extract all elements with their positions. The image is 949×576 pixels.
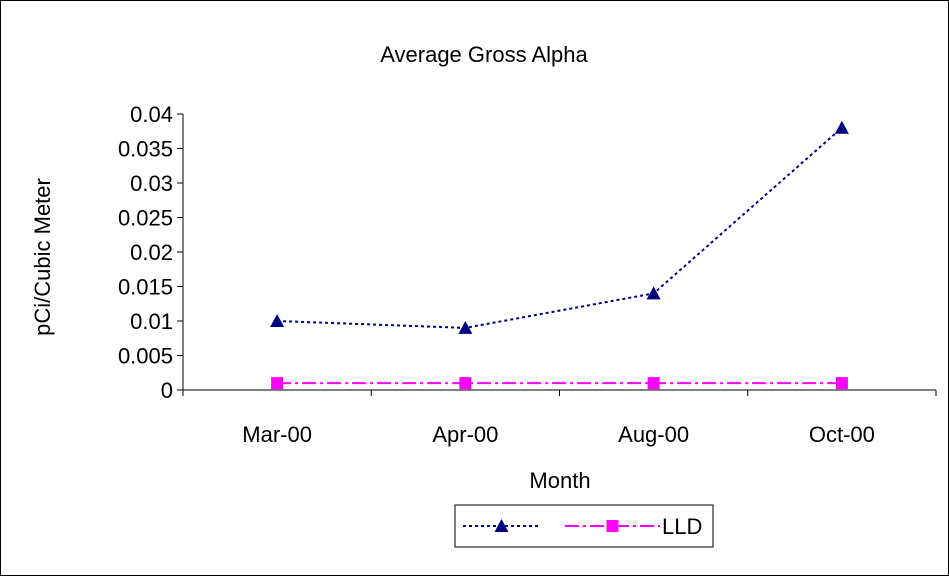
y-tick-label: 0.01 [130, 309, 173, 334]
x-tick-label: Aug-00 [618, 422, 689, 447]
data-point [270, 314, 285, 327]
series-line [277, 127, 843, 329]
series-layer [270, 120, 849, 390]
x-tick-label: Oct-00 [809, 422, 875, 447]
y-tick-label: 0.03 [130, 171, 173, 196]
series-1 [270, 120, 849, 334]
y-tick-label: 0.02 [130, 240, 173, 265]
y-axis-ticks: 0 0.005 0.01 0.015 0.02 0.025 0.03 0.035 0.04 [118, 102, 183, 403]
data-point [647, 377, 660, 390]
data-point [271, 377, 284, 390]
y-axis-label: pCi/Cubic Meter [30, 178, 55, 336]
data-point [835, 377, 848, 390]
legend-marker [606, 520, 619, 532]
legend-marker [494, 519, 509, 532]
y-tick-label: 0.04 [130, 102, 173, 127]
legend-entry-1 [463, 519, 540, 532]
data-point [458, 320, 473, 334]
x-axis-label: Month [529, 468, 590, 493]
x-tick-label: Mar-00 [242, 422, 312, 447]
y-tick-label: 0.005 [118, 344, 173, 369]
chart-title: Average Gross Alpha [380, 42, 588, 67]
y-tick-label: 0 [161, 378, 173, 403]
data-point [646, 286, 661, 300]
legend: LLD [454, 504, 714, 548]
x-axis-ticks: Mar-00 Apr-00 Aug-00 Oct-00 [182, 390, 937, 447]
y-tick-label: 0.025 [118, 206, 173, 231]
data-point [834, 120, 849, 134]
legend-entry-2: LLD [565, 514, 702, 539]
series-2 [271, 377, 848, 390]
y-tick-label: 0.015 [118, 275, 173, 300]
legend-label: LLD [662, 514, 702, 539]
y-tick-label: 0.035 [118, 137, 173, 162]
x-tick-label: Apr-00 [432, 422, 498, 447]
data-point [459, 377, 472, 390]
